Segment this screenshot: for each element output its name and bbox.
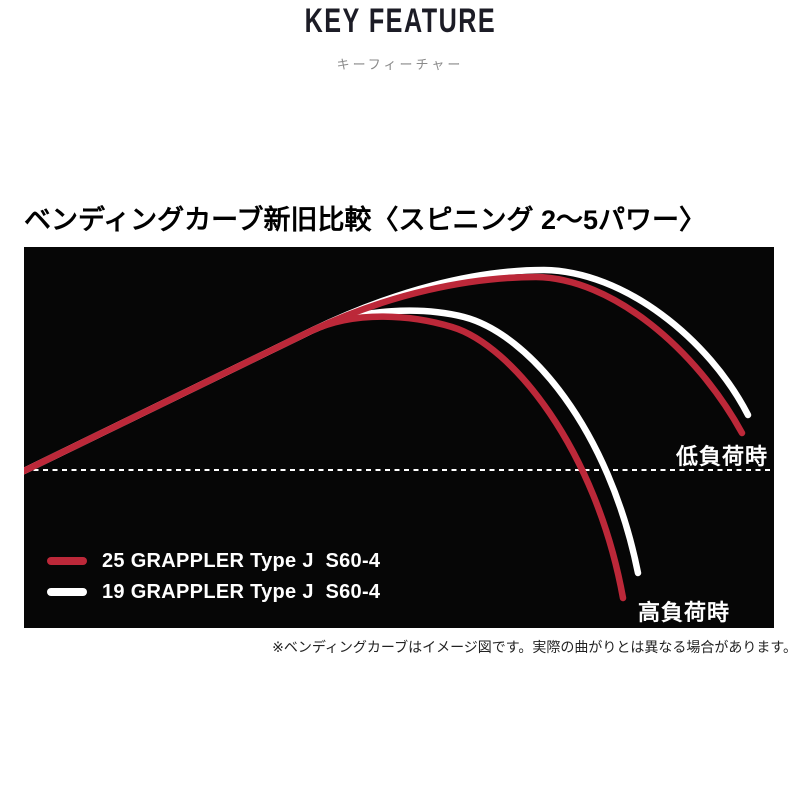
legend-swatch-red	[47, 557, 87, 565]
legend-label-19-grappler: 19 GRAPPLER Type J S60-4	[102, 580, 381, 603]
chart-heading: ベンディングカーブ新旧比較〈スピニング 2〜5パワー〉	[24, 205, 707, 235]
curve-25-grappler-high-load	[24, 313, 627, 602]
bending-curves-svg	[24, 266, 774, 602]
bending-chart: 25 GRAPPLER Type J S60-4 19 GRAPPLER Typ…	[24, 247, 774, 628]
page-title: KEY FEATURE	[0, 2, 800, 41]
curve-19-grappler-high-load	[24, 307, 642, 577]
high-load-label: 高負荷時	[638, 600, 731, 625]
page-title-text: KEY FEATURE	[304, 2, 496, 40]
curve-25-grappler-low-load	[24, 273, 746, 475]
low-load-label: 低負荷時	[675, 444, 768, 469]
page-subtitle: キーフィーチャー	[336, 57, 464, 72]
legend-label-25-grappler: 25 GRAPPLER Type J S60-4	[102, 549, 381, 572]
disclaimer-note: ※ベンディングカーブはイメージ図です。実際の曲がりとは異なる場合があります。	[272, 639, 797, 655]
legend-item-19-grappler: 19 GRAPPLER Type J S60-4	[47, 581, 380, 603]
legend-swatch-white	[47, 588, 87, 596]
chart-legend: 25 GRAPPLER Type J S60-4 19 GRAPPLER Typ…	[47, 550, 380, 603]
legend-item-25-grappler: 25 GRAPPLER Type J S60-4	[47, 550, 380, 572]
